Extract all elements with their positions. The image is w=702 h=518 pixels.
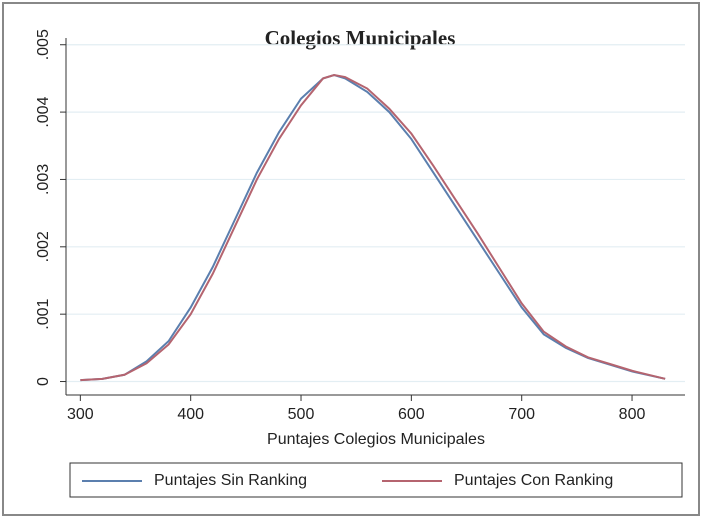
x-axis-label: Puntajes Colegios Municipales xyxy=(267,431,485,448)
chart-title: Colegios Municipales xyxy=(265,26,456,50)
x-tick-label: 800 xyxy=(619,406,646,423)
series-line xyxy=(80,74,666,382)
series-line xyxy=(80,74,666,382)
x-tick-label: 400 xyxy=(177,406,204,423)
y-tick-label: .002 xyxy=(35,231,52,262)
x-tick-label: 300 xyxy=(67,406,94,423)
legend xyxy=(69,462,683,498)
legend-label: Puntajes Con Ranking xyxy=(454,472,613,489)
y-tick-label: .005 xyxy=(35,29,52,60)
y-tick-label: 0 xyxy=(35,377,52,386)
legend-label: Puntajes Sin Ranking xyxy=(154,472,307,489)
x-tick-label: 700 xyxy=(508,406,535,423)
y-tick-label: .004 xyxy=(35,96,52,127)
y-tick-label: .003 xyxy=(35,164,52,195)
x-tick-label: 500 xyxy=(288,406,315,423)
x-tick-label: 600 xyxy=(398,406,425,423)
y-tick-label: .001 xyxy=(35,298,52,329)
